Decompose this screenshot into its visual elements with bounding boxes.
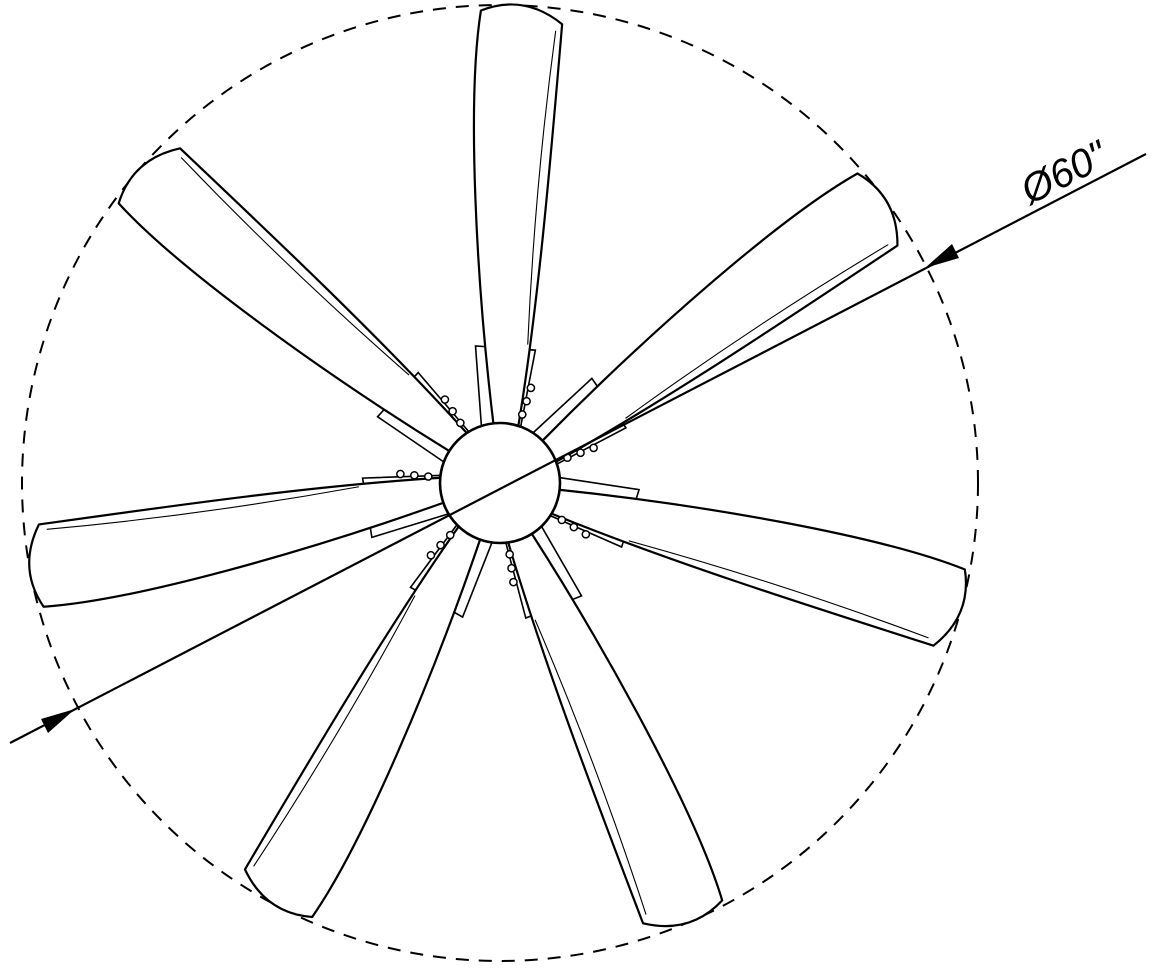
- rivet-icon: [440, 395, 450, 404]
- blade-edge-line: [180, 157, 410, 376]
- rivet-icon: [445, 530, 455, 540]
- diameter-dimension-line: [9, 153, 1147, 744]
- blade-edge-line: [534, 619, 647, 915]
- rivet-icon: [526, 383, 536, 393]
- diameter-label: Ø60": [1012, 132, 1115, 214]
- rivet-icon: [426, 550, 436, 560]
- blade-edge-line: [253, 595, 416, 867]
- fan-blades: [28, 3, 967, 928]
- blade-edge-line: [625, 244, 889, 419]
- rivet-icon: [423, 472, 433, 481]
- fan-blade-icon: [243, 522, 483, 919]
- rivet-icon: [576, 448, 585, 458]
- blade-edge-line: [628, 540, 929, 639]
- fan-blade-icon: [117, 147, 471, 455]
- fan-blade-icon: [506, 529, 724, 928]
- rivet-icon: [455, 418, 465, 428]
- rivet-icon: [569, 522, 579, 532]
- rivet-icon: [522, 396, 531, 406]
- rivet-icon: [507, 563, 516, 573]
- rivet-icon: [509, 577, 518, 587]
- dimension-arrow-icon: [41, 709, 75, 733]
- fan-blade-icon: [28, 476, 449, 608]
- blade-edge-line: [527, 30, 557, 345]
- fan-blade-icon: [538, 172, 899, 465]
- rivet-icon: [581, 529, 591, 539]
- rivet-icon: [589, 443, 598, 453]
- fan-blade-icon: [472, 3, 564, 431]
- fan-blade-icon: [547, 488, 967, 647]
- rivet-icon: [505, 549, 515, 559]
- rivet-icon: [409, 470, 419, 480]
- dimension-arrow-icon: [925, 244, 959, 268]
- rivet-icon: [396, 469, 405, 479]
- rivet-icon: [517, 410, 527, 419]
- sweep-diameter-circle: [21, 4, 979, 962]
- rivet-icon: [436, 540, 445, 550]
- rivet-icon: [557, 515, 567, 525]
- blade-edge-line: [46, 486, 359, 530]
- motor-hub-icon: [438, 421, 562, 545]
- rivet-icon: [448, 406, 457, 416]
